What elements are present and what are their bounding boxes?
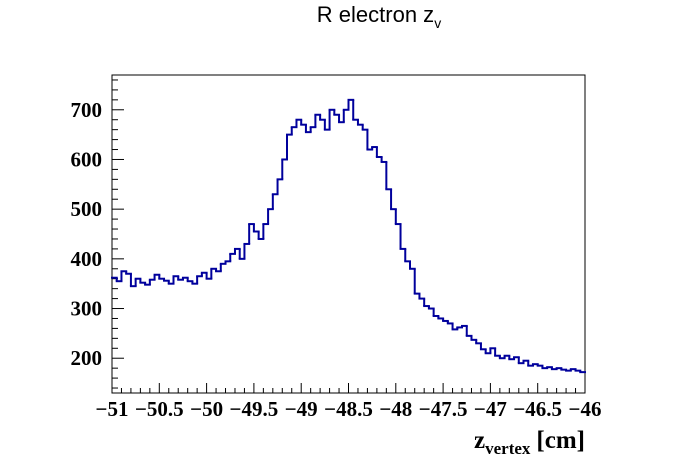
y-tick-label: 300 xyxy=(71,297,103,321)
x-tick-label: −50 xyxy=(190,397,223,421)
x-tick-label: −50.5 xyxy=(135,397,184,421)
chart-title: R electron zv xyxy=(317,2,441,31)
histogram-series xyxy=(111,98,586,374)
x-axis-title: zvertex [cm] xyxy=(474,427,585,458)
x-tick-label: −46.5 xyxy=(513,397,562,421)
x-tick-label: −47 xyxy=(474,397,507,421)
y-tick-label: 500 xyxy=(71,197,103,221)
y-tick-label: 700 xyxy=(71,98,103,122)
x-tick-label: −47.5 xyxy=(419,397,468,421)
plot-frame xyxy=(111,74,586,394)
y-tick-label: 200 xyxy=(71,346,103,370)
x-tick-label: −46 xyxy=(569,397,602,421)
x-axis-title-subscript: vertex xyxy=(485,439,531,458)
y-axis: 200 300 400 500 600 700 xyxy=(71,79,124,389)
x-axis-title-unit: [cm] xyxy=(536,427,585,454)
y-tick-label: 600 xyxy=(71,147,103,171)
x-tick-label: −51 xyxy=(96,397,129,421)
x-tick-label: −48.5 xyxy=(324,397,373,421)
chart-title-subscript: v xyxy=(434,15,441,31)
x-tick-label: −49.5 xyxy=(230,397,279,421)
chart-title-main: R electron z xyxy=(317,2,434,27)
x-axis: −51 −50.5 −50 −49.5 −49 −48.5 −48 −47.5 −47 −46.5… xyxy=(96,383,602,421)
y-tick-label: 400 xyxy=(71,247,103,271)
x-tick-label: −49 xyxy=(285,397,318,421)
x-axis-title-main: z xyxy=(474,427,485,454)
x-tick-label: −48 xyxy=(379,397,412,421)
